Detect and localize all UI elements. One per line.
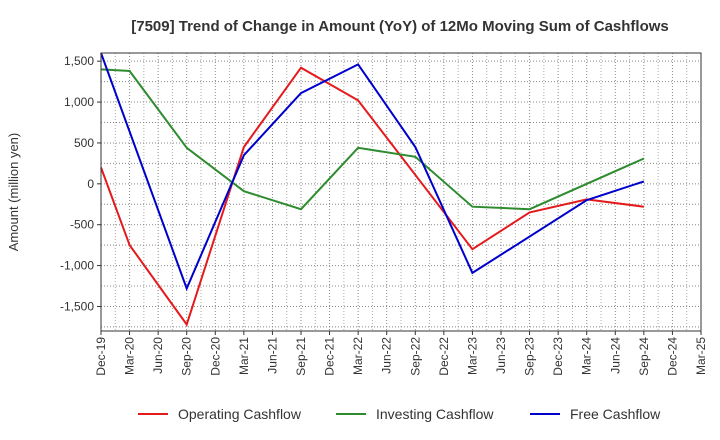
grid-layer	[100, 53, 702, 331]
x-tick-label: Dec-24	[665, 337, 679, 376]
x-tick-label: Dec-20	[208, 337, 222, 376]
x-tick-label: Mar-24	[580, 337, 594, 375]
y-tick-label: -1,500	[60, 299, 94, 313]
x-tick-label: Sep-24	[637, 337, 651, 376]
chart-title: [7509] Trend of Change in Amount (YoY) o…	[131, 18, 669, 35]
x-tick-label: Mar-23	[465, 337, 479, 375]
y-tick-label: 1,500	[64, 54, 94, 68]
x-tick-label: Mar-21	[237, 337, 251, 375]
x-tick-label: Dec-22	[437, 337, 451, 376]
x-tick-label: Sep-23	[523, 337, 537, 376]
legend: Operating Cashflow Investing Cashflow Free…	[138, 406, 661, 422]
legend-label: Free Cashflow	[570, 406, 661, 422]
x-tick-label: Jun-22	[380, 337, 394, 374]
series-layer	[100, 52, 645, 327]
x-tick-label: Dec-19	[94, 337, 108, 376]
x-tick-label: Jun-20	[151, 337, 165, 374]
x-tick-label: Sep-22	[408, 337, 422, 376]
plot-area-border	[100, 52, 702, 332]
x-tick-label: Mar-22	[351, 337, 365, 375]
legend-label: Operating Cashflow	[178, 406, 302, 422]
x-tick-label: Jun-23	[494, 337, 508, 374]
x-tick-label: Mar-25	[694, 337, 708, 375]
x-tick-label: Mar-20	[123, 337, 137, 375]
x-tick-labels: Dec-19 Mar-20 Jun-20 Sep-20 Dec-20 Mar-21 Jun-…	[94, 331, 708, 376]
series-line-investing-cashflow	[100, 68, 645, 211]
y-axis-label: Amount (million yen)	[6, 133, 21, 252]
series-line-free-cashflow	[100, 52, 645, 292]
x-tick-label: Dec-23	[551, 337, 565, 376]
y-tick-label: 1,000	[64, 95, 94, 109]
x-tick-label: Jun-21	[265, 337, 279, 374]
y-tick-label: -500	[70, 218, 94, 232]
y-tick-label: 500	[74, 136, 94, 150]
x-tick-label: Sep-21	[294, 337, 308, 376]
x-tick-label: Dec-21	[323, 337, 337, 376]
x-tick-label: Jun-24	[608, 337, 622, 374]
series-line-operating-cashflow	[100, 66, 645, 327]
x-tick-label: Sep-20	[180, 337, 194, 376]
y-tick-labels: 1,500 1,000 500 0 -500 -1,000 -1,500	[60, 54, 101, 313]
y-tick-label: -1,000	[60, 259, 94, 273]
legend-label: Investing Cashflow	[376, 406, 494, 422]
y-tick-label: 0	[87, 177, 94, 191]
